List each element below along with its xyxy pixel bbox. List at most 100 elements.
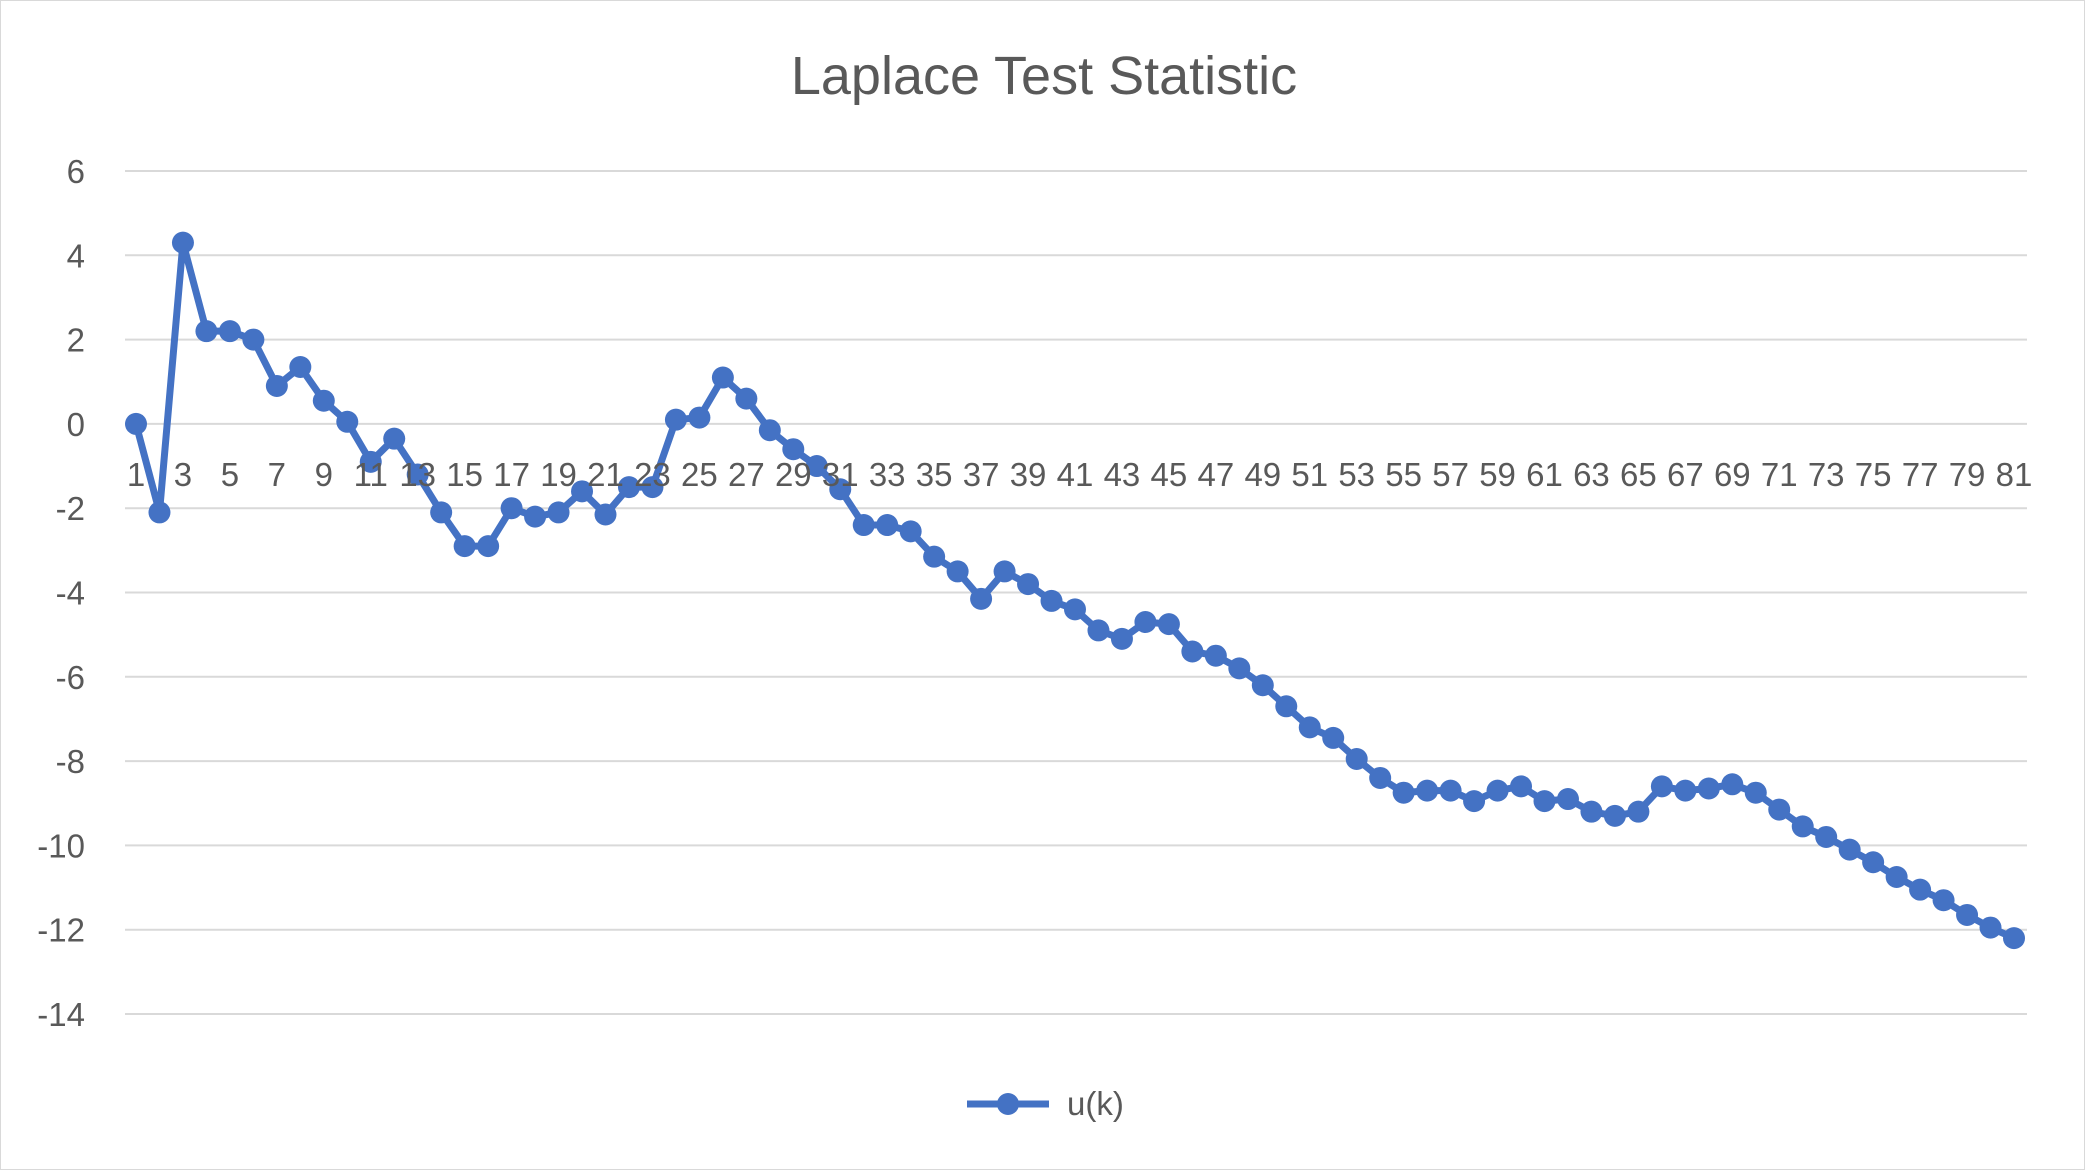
- data-point: [1110, 627, 1133, 650]
- series-line-u-k: [132, 239, 2018, 942]
- data-point: [1134, 611, 1157, 634]
- data-point: [1322, 726, 1345, 749]
- data-point: [430, 501, 453, 524]
- data-point: [265, 374, 288, 397]
- data-point: [359, 450, 382, 473]
- data-point: [782, 438, 805, 461]
- data-point: [406, 463, 429, 486]
- data-point: [1815, 825, 1838, 848]
- x-tick-label: 13: [399, 456, 436, 493]
- x-tick-label: 73: [1808, 456, 1845, 493]
- x-tick-label: 75: [1855, 456, 1892, 493]
- data-point: [1862, 851, 1885, 874]
- x-tick-label: 41: [1057, 456, 1094, 493]
- data-point: [1650, 775, 1673, 798]
- data-point: [1838, 838, 1861, 861]
- x-tick-label: 35: [916, 456, 953, 493]
- data-point: [617, 476, 640, 499]
- data-point: [1909, 878, 1932, 901]
- data-point: [289, 355, 312, 378]
- data-point: [1533, 790, 1556, 813]
- x-tick-label: 55: [1385, 456, 1422, 493]
- x-tick-label: 79: [1949, 456, 1986, 493]
- data-point: [1345, 747, 1368, 770]
- chart-title: Laplace Test Statistic: [791, 46, 1297, 106]
- y-tick-label: 6: [67, 153, 85, 190]
- data-point: [1228, 657, 1251, 680]
- data-point: [1204, 644, 1227, 667]
- data-point: [1040, 589, 1063, 612]
- data-point: [125, 412, 147, 435]
- legend-marker-u-k: [997, 1093, 1019, 1115]
- x-tick-label: 17: [493, 456, 530, 493]
- x-tick-label: 21: [587, 456, 624, 493]
- data-point: [336, 410, 359, 433]
- x-tick-label: 67: [1667, 456, 1704, 493]
- data-point: [1463, 790, 1486, 813]
- data-point: [312, 389, 335, 412]
- data-point: [852, 514, 875, 537]
- x-tick-label: 47: [1197, 456, 1234, 493]
- series-u-k: [125, 231, 2025, 950]
- legend-label-u-k: u(k): [1067, 1085, 1124, 1122]
- x-tick-label: 7: [268, 456, 286, 493]
- data-point: [1017, 573, 1040, 596]
- x-tick-label: 77: [1902, 456, 1939, 493]
- data-point: [946, 560, 969, 583]
- data-point: [571, 480, 594, 503]
- x-tick-label: 49: [1244, 456, 1281, 493]
- x-tick-label: 19: [540, 456, 577, 493]
- x-tick-label: 9: [315, 456, 333, 493]
- x-axis-ticks: 1 3 5 7 9 11 13 15 17 19 21 23 25 27 29 31 33 35 37 39 41 43 4…: [127, 456, 2033, 493]
- y-tick-label: -12: [37, 912, 85, 949]
- y-tick-label: 2: [67, 322, 85, 359]
- data-point: [1768, 798, 1791, 821]
- data-point: [547, 501, 570, 524]
- data-point: [195, 320, 218, 343]
- data-point: [1392, 781, 1415, 804]
- data-point: [1157, 613, 1180, 636]
- data-point: [876, 514, 899, 537]
- data-point: [1956, 903, 1979, 926]
- x-tick-label: 51: [1291, 456, 1328, 493]
- legend: u(k): [967, 1085, 1124, 1122]
- data-point: [1439, 779, 1462, 802]
- y-tick-label: -14: [37, 996, 85, 1033]
- x-tick-label: 63: [1573, 456, 1610, 493]
- data-point: [218, 320, 241, 343]
- data-point: [1486, 779, 1509, 802]
- x-tick-label: 59: [1479, 456, 1516, 493]
- data-point: [1791, 815, 1814, 838]
- x-tick-label: 57: [1432, 456, 1469, 493]
- x-tick-label: 61: [1526, 456, 1563, 493]
- data-point: [899, 520, 922, 543]
- data-point: [242, 328, 265, 351]
- data-point: [453, 535, 476, 558]
- y-tick-label: -10: [37, 827, 85, 864]
- data-point: [524, 505, 547, 528]
- data-point: [735, 387, 758, 410]
- y-tick-label: -2: [56, 490, 85, 527]
- x-tick-label: 65: [1620, 456, 1657, 493]
- data-point: [477, 535, 500, 558]
- x-tick-label: 31: [822, 456, 859, 493]
- gridlines: [125, 170, 2027, 1015]
- data-point: [1556, 788, 1579, 811]
- x-tick-label: 39: [1010, 456, 1047, 493]
- data-point: [711, 366, 734, 389]
- y-tick-label: -4: [56, 575, 85, 612]
- data-point: [993, 560, 1016, 583]
- data-point: [1181, 640, 1204, 663]
- x-tick-label: 37: [963, 456, 1000, 493]
- data-point: [594, 503, 617, 526]
- x-tick-label: 43: [1104, 456, 1141, 493]
- data-point: [1416, 779, 1439, 802]
- data-point: [1932, 889, 1955, 912]
- data-point: [1580, 800, 1603, 823]
- x-tick-label: 5: [221, 456, 239, 493]
- x-tick-label: 33: [869, 456, 906, 493]
- x-tick-label: 29: [775, 456, 812, 493]
- data-point: [2003, 927, 2025, 950]
